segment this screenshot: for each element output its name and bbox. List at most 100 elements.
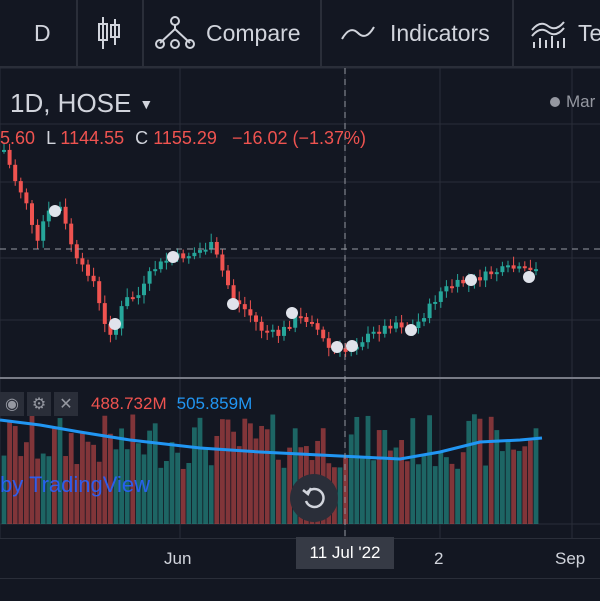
candle bbox=[102, 303, 107, 324]
candle bbox=[46, 210, 51, 222]
candle bbox=[181, 253, 186, 259]
event-marker bbox=[167, 251, 179, 263]
candle bbox=[276, 329, 281, 336]
candle bbox=[315, 323, 320, 330]
volume-bar bbox=[494, 430, 500, 524]
indicators-label: Indicators bbox=[390, 19, 490, 46]
compare-button[interactable]: Compare bbox=[154, 0, 301, 66]
volume-bar bbox=[130, 414, 136, 524]
chart-type-button[interactable] bbox=[96, 0, 122, 66]
volume-bar bbox=[292, 428, 298, 524]
compare-icon bbox=[155, 16, 195, 49]
candle bbox=[461, 279, 466, 284]
toolbar-divider bbox=[512, 0, 514, 66]
volume-bar bbox=[488, 416, 494, 524]
volume-bar bbox=[438, 452, 444, 524]
candle bbox=[74, 244, 79, 259]
refresh-icon bbox=[302, 487, 325, 509]
close-value: 1155.29 bbox=[153, 128, 217, 148]
candle bbox=[136, 295, 141, 298]
change-value: −16.02 (−1.37%) bbox=[231, 128, 367, 148]
candle bbox=[528, 267, 533, 271]
candle bbox=[108, 323, 113, 335]
candle bbox=[450, 286, 454, 289]
volume-bar bbox=[108, 433, 113, 524]
volume-bar bbox=[7, 420, 12, 524]
volume-bar bbox=[281, 467, 287, 524]
volume-bar bbox=[365, 415, 371, 524]
candle bbox=[494, 272, 499, 275]
volume-bar bbox=[208, 465, 214, 524]
volume-ma-value: 505.859M bbox=[176, 394, 253, 413]
candle bbox=[282, 326, 286, 336]
volume-bar bbox=[236, 446, 242, 524]
volume-bar bbox=[158, 467, 164, 524]
volume-bar bbox=[68, 433, 74, 524]
volume-bars bbox=[1, 414, 539, 524]
templates-label: Te bbox=[578, 19, 600, 46]
volume-legend: ◉ ⚙ ✕ 488.732M 505.859M bbox=[0, 392, 252, 416]
toolbar-divider bbox=[142, 0, 144, 66]
candle bbox=[2, 149, 6, 152]
volume-bar bbox=[248, 423, 253, 524]
tradingview-watermark[interactable]: by TradingView bbox=[0, 472, 151, 497]
volume-bar bbox=[136, 443, 141, 524]
interval-button[interactable]: D bbox=[34, 0, 51, 66]
volume-value: 488.732M bbox=[91, 394, 167, 413]
gear-icon[interactable]: ⚙ bbox=[27, 392, 51, 416]
volume-bar bbox=[287, 447, 292, 524]
candle bbox=[270, 329, 275, 332]
eye-icon[interactable]: ◉ bbox=[0, 392, 24, 416]
volume-bar bbox=[371, 460, 376, 524]
volume-bar bbox=[376, 430, 382, 524]
volume-bar bbox=[444, 457, 449, 524]
volume-bar bbox=[449, 463, 455, 524]
event-markers bbox=[49, 205, 535, 353]
indicators-button[interactable]: Indicators bbox=[340, 0, 490, 66]
volume-bar bbox=[264, 429, 270, 524]
volume-bar bbox=[455, 468, 460, 524]
close-icon[interactable]: ✕ bbox=[54, 392, 78, 416]
candle bbox=[500, 266, 505, 273]
candle bbox=[242, 304, 247, 310]
volume-bar bbox=[337, 467, 343, 524]
volume-bar bbox=[40, 453, 46, 524]
volume-bar bbox=[421, 455, 427, 524]
symbol-legend[interactable]: 1D, HOSE ▼ bbox=[10, 88, 153, 119]
volume-bar bbox=[1, 455, 7, 524]
event-marker bbox=[405, 324, 417, 336]
candle bbox=[444, 286, 449, 292]
time-tick: Sep bbox=[555, 549, 586, 568]
candle bbox=[265, 330, 270, 333]
candle bbox=[326, 338, 331, 348]
chevron-down-icon[interactable]: ▼ bbox=[139, 95, 154, 112]
event-marker bbox=[465, 274, 477, 286]
volume-bar bbox=[29, 415, 35, 524]
candle bbox=[119, 306, 124, 329]
volume-ma-line bbox=[0, 418, 543, 461]
volume-bar bbox=[466, 420, 472, 524]
volume-bar bbox=[393, 447, 399, 524]
candle bbox=[214, 241, 219, 255]
candle bbox=[130, 297, 135, 300]
templates-button[interactable]: Te bbox=[530, 0, 600, 66]
volume-bar bbox=[147, 430, 152, 524]
time-tick: Jun bbox=[164, 549, 192, 568]
volume-bar bbox=[404, 461, 410, 524]
candle bbox=[192, 252, 197, 257]
candle bbox=[534, 269, 538, 272]
close-label: C bbox=[135, 128, 149, 148]
candle bbox=[433, 301, 438, 304]
volume-bar bbox=[124, 449, 130, 524]
volume-bar bbox=[500, 451, 505, 524]
volume-bar bbox=[80, 433, 85, 524]
candle bbox=[237, 300, 242, 305]
volume-bar bbox=[259, 425, 264, 524]
candle bbox=[259, 321, 264, 331]
volume-bar bbox=[354, 416, 360, 524]
price-chart[interactable] bbox=[0, 68, 600, 538]
reset-chart-button[interactable] bbox=[290, 474, 338, 522]
volume-bar bbox=[511, 449, 516, 524]
candle bbox=[24, 192, 29, 204]
volume-bar bbox=[169, 442, 175, 524]
